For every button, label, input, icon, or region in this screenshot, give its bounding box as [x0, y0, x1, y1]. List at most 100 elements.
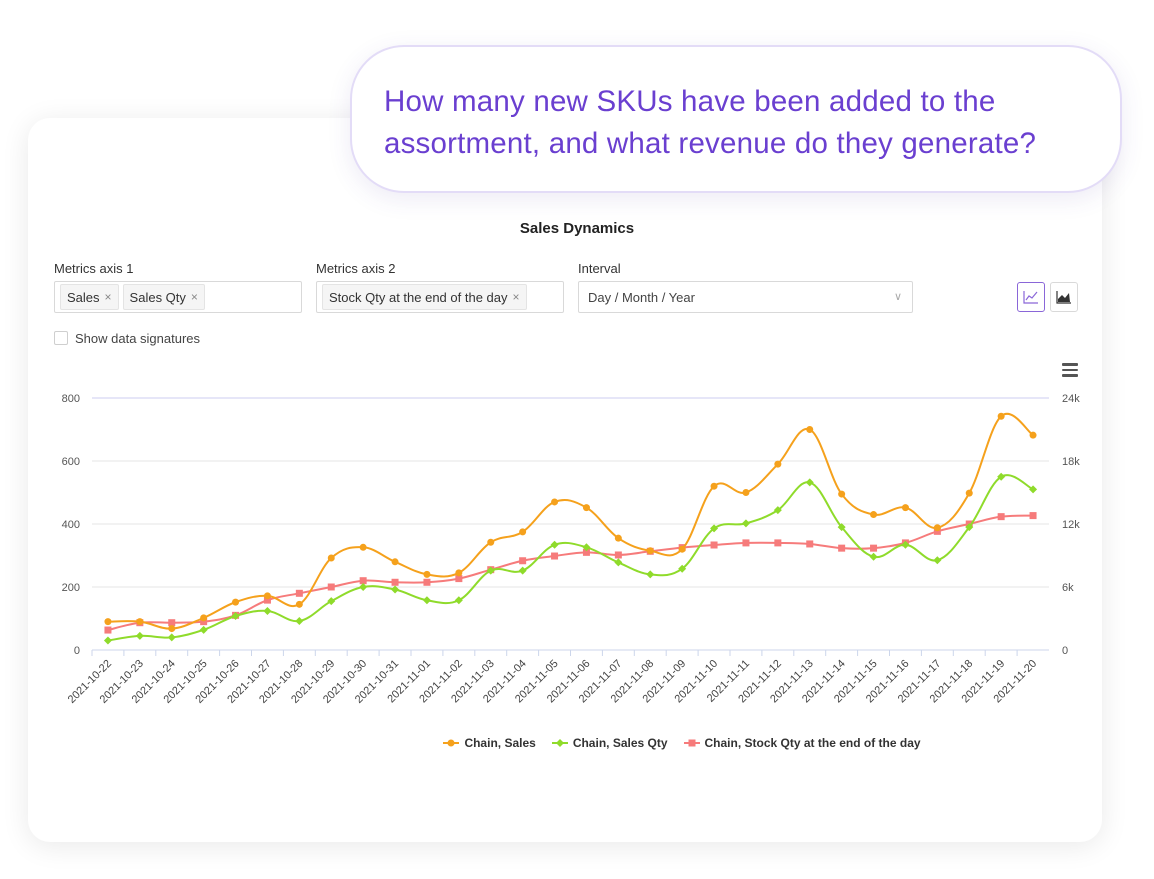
data-point [774, 460, 782, 468]
data-point [997, 472, 1006, 481]
data-point [997, 412, 1005, 420]
tag-stock-qty: Stock Qty at the end of the day × [322, 284, 527, 310]
data-point [423, 570, 431, 578]
area-chart-icon [1056, 291, 1071, 304]
data-point [773, 506, 782, 515]
data-point [614, 558, 623, 567]
data-point [742, 539, 750, 547]
data-point [870, 511, 878, 519]
data-point [327, 554, 335, 562]
data-point [199, 625, 208, 634]
data-point [519, 528, 527, 536]
data-point [231, 611, 240, 620]
data-point [263, 606, 272, 615]
data-point [997, 513, 1005, 521]
tag-sales-qty: Sales Qty × [122, 284, 205, 310]
data-point [519, 557, 527, 565]
data-point [359, 543, 367, 551]
y-left-tick-label: 200 [62, 582, 80, 594]
data-point [551, 498, 559, 506]
legend-item-sales[interactable]: Chain, Sales [233, 736, 536, 750]
show-signatures-label: Show data signatures [75, 331, 201, 346]
data-point [263, 592, 271, 600]
show-signatures-checkbox[interactable] [54, 331, 68, 345]
data-point [168, 625, 176, 633]
data-point [933, 556, 942, 565]
legend-item-sales-qty[interactable]: Chain, Sales Qty [551, 736, 668, 750]
data-point [487, 538, 495, 546]
data-point [741, 519, 750, 528]
y-right-tick-label: 12k [1062, 519, 1080, 531]
remove-tag-icon[interactable]: × [104, 290, 112, 304]
y-left-tick-label: 0 [74, 645, 80, 657]
data-point [423, 578, 431, 586]
data-point [1029, 512, 1037, 520]
interval-select[interactable]: Day / Month / Year ∨ [578, 281, 913, 313]
chart-legend: Chain, Sales Chain, Sales Qty Chain, Sto… [0, 736, 1154, 750]
data-point [327, 583, 335, 591]
data-point [710, 541, 718, 549]
legend-label-sales-qty: Chain, Sales Qty [572, 736, 668, 750]
data-point [870, 544, 878, 552]
legend-label-sales: Chain, Sales [464, 736, 536, 750]
data-point [1029, 431, 1037, 439]
data-point [774, 539, 782, 547]
legend-item-stock-qty[interactable]: Chain, Stock Qty at the end of the day [683, 736, 921, 750]
area-chart-button[interactable] [1050, 282, 1078, 312]
data-point [838, 490, 846, 498]
data-point [933, 524, 941, 532]
data-point [104, 618, 112, 626]
question-bubble: How many new SKUs have been added to the… [350, 45, 1122, 193]
data-point [518, 566, 527, 575]
metrics-axis-1-label: Metrics axis 1 [54, 261, 134, 276]
data-point [646, 547, 654, 555]
data-point [710, 524, 719, 533]
metrics-axis-2-select[interactable]: Stock Qty at the end of the day × [316, 281, 564, 313]
data-point [391, 558, 399, 566]
interval-label: Interval [578, 261, 621, 276]
tag-sales: Sales × [60, 284, 119, 310]
data-point [455, 575, 463, 583]
panel-title: Sales Dynamics [519, 220, 635, 237]
data-point [582, 543, 591, 552]
data-point [678, 545, 686, 553]
line-chart-button[interactable] [1017, 282, 1045, 312]
data-point [965, 523, 974, 532]
y-right-tick-label: 0 [1062, 645, 1068, 657]
data-point [965, 489, 973, 497]
menu-icon[interactable] [1062, 363, 1078, 380]
metrics-axis-1-select[interactable]: Sales × Sales Qty × [54, 281, 302, 313]
data-point [422, 596, 431, 605]
data-point [232, 598, 240, 606]
chevron-down-icon: ∨ [893, 291, 902, 303]
data-point [168, 619, 176, 627]
data-point [359, 577, 367, 585]
data-point [646, 570, 655, 579]
data-point [136, 618, 144, 626]
data-point [167, 633, 176, 642]
y-left-tick-label: 600 [62, 456, 80, 468]
data-point [295, 600, 303, 608]
data-point [869, 552, 878, 561]
line-chart-icon [1023, 291, 1038, 304]
data-point [263, 596, 271, 604]
remove-tag-icon[interactable]: × [190, 290, 198, 304]
data-point [551, 552, 559, 560]
remove-tag-icon[interactable]: × [512, 290, 520, 304]
tag-stock-qty-label: Stock Qty at the end of the day [329, 289, 508, 305]
data-point [295, 589, 303, 597]
data-point [806, 540, 814, 548]
question-line-1: How many new SKUs have been added to the [384, 85, 996, 118]
data-point [710, 482, 718, 490]
chart-card [28, 118, 1102, 842]
data-point [901, 504, 909, 512]
data-point [200, 614, 208, 622]
data-point [614, 534, 622, 542]
y-right-tick-label: 18k [1062, 456, 1080, 468]
data-point [806, 426, 814, 433]
tag-sales-label: Sales [67, 289, 100, 305]
y-right-tick-label: 6k [1062, 582, 1074, 594]
data-point [135, 631, 144, 640]
data-point [486, 566, 495, 575]
